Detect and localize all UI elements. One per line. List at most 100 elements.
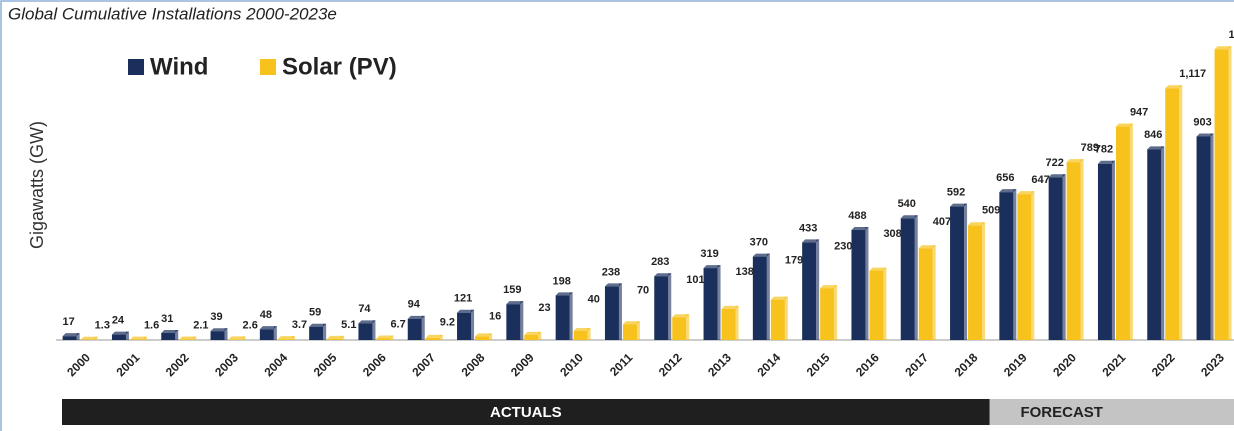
x-tick-label: 2006: [360, 350, 389, 379]
value-label: 846: [1144, 129, 1162, 141]
value-label: 94: [408, 299, 421, 311]
bar: [506, 304, 521, 340]
bar-top: [111, 331, 129, 335]
value-label: 1,29: [1229, 29, 1234, 41]
bar: [161, 333, 176, 340]
bar-top: [1196, 133, 1214, 137]
value-label: 3.7: [292, 319, 307, 331]
bar-side: [1031, 191, 1035, 340]
value-label: 407: [933, 216, 951, 228]
bar: [327, 338, 342, 340]
bar-side: [1210, 133, 1214, 340]
bar-side: [421, 315, 425, 340]
value-label: 138: [736, 266, 754, 278]
bar-side: [1228, 46, 1232, 340]
x-tick-label: 2010: [557, 350, 586, 379]
value-label: 540: [898, 198, 916, 210]
bar-side: [686, 314, 690, 340]
value-label: 9.2: [440, 317, 455, 329]
bar-top: [475, 333, 493, 337]
bar-side: [964, 203, 968, 340]
bar-top: [752, 253, 770, 257]
bar-top: [672, 314, 690, 318]
bar-top: [62, 333, 80, 337]
bar-side: [932, 245, 936, 340]
bar: [999, 192, 1014, 340]
bar: [259, 329, 274, 340]
x-tick-label: 2014: [754, 350, 783, 379]
bar-top: [407, 315, 425, 319]
bar-side: [865, 227, 869, 340]
period-label: ACTUALS: [490, 404, 562, 421]
value-label: 40: [588, 293, 600, 305]
bar-top: [129, 336, 147, 340]
value-label: 23: [538, 302, 550, 314]
bar-top: [425, 334, 443, 338]
x-tick-label: 2021: [1100, 350, 1129, 379]
bar-side: [520, 301, 524, 340]
bar-side: [341, 335, 345, 340]
bar-top: [506, 301, 524, 305]
bar: [752, 256, 767, 340]
bar-side: [1080, 159, 1084, 340]
bar-top: [161, 330, 179, 334]
value-label: 1.6: [144, 320, 159, 332]
bar: [672, 317, 687, 340]
bar-top: [918, 245, 936, 249]
bar: [918, 248, 933, 340]
bar-top: [654, 273, 672, 277]
x-tick-label: 2016: [853, 350, 882, 379]
bar-side: [193, 336, 197, 340]
value-label: 2.6: [243, 319, 258, 331]
bar-side: [538, 331, 542, 340]
bar-side: [390, 335, 394, 340]
bar-top: [869, 267, 887, 271]
value-label: 230: [834, 240, 852, 252]
bar-top: [802, 239, 820, 243]
bar: [555, 295, 570, 340]
bar-side: [1013, 189, 1017, 340]
value-label: 70: [637, 284, 649, 296]
bar: [376, 338, 391, 340]
bar: [622, 324, 637, 340]
bar-top: [1165, 85, 1183, 89]
bar-side: [143, 336, 147, 340]
x-tick-label: 2012: [656, 350, 685, 379]
value-label: 159: [503, 284, 521, 296]
bar-top: [900, 215, 918, 219]
bar-side: [784, 296, 788, 340]
bar-side: [982, 222, 986, 340]
x-tick-label: 2017: [902, 350, 931, 379]
x-tick-label: 2015: [804, 350, 833, 379]
bar-top: [259, 326, 277, 330]
bar-side: [717, 265, 721, 340]
bar: [358, 323, 373, 340]
bar: [457, 312, 472, 340]
bar: [1066, 162, 1081, 340]
bar-top: [228, 336, 246, 340]
bar: [62, 336, 77, 340]
legend-swatch: [260, 59, 276, 75]
x-tick-label: 2002: [163, 350, 192, 379]
bar: [900, 218, 915, 340]
bar: [1147, 149, 1162, 340]
bar: [1048, 177, 1063, 340]
value-label: 74: [358, 303, 371, 315]
bar-side: [834, 285, 838, 340]
value-label: 31: [161, 313, 173, 325]
bar-top: [277, 336, 295, 340]
bar-top: [457, 309, 475, 313]
y-axis-label: Gigawatts (GW): [27, 121, 47, 249]
value-label: 5.1: [341, 319, 356, 331]
x-tick-label: 2007: [409, 350, 438, 379]
bar-top: [376, 335, 394, 339]
x-tick-label: 2019: [1001, 350, 1030, 379]
bar-side: [569, 292, 573, 340]
bar: [721, 308, 736, 340]
value-label: 179: [785, 255, 803, 267]
bar-top: [968, 222, 986, 226]
x-tick-label: 2022: [1149, 350, 1178, 379]
bar-side: [94, 336, 98, 340]
x-tick-label: 2011: [607, 350, 636, 379]
